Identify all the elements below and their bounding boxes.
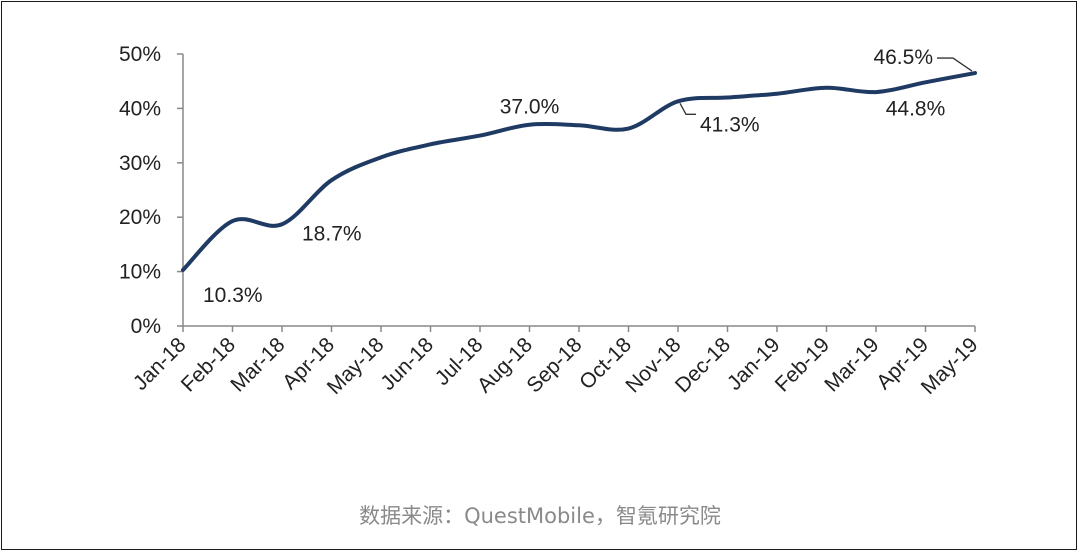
data-label: 46.5% — [873, 46, 933, 69]
data-point — [379, 155, 383, 159]
data-point — [478, 134, 482, 138]
y-tick-label: 20% — [119, 206, 161, 229]
data-point — [329, 178, 334, 182]
y-tick-label: 50% — [119, 43, 161, 66]
data-point — [428, 142, 433, 146]
data-label: 44.8% — [886, 97, 946, 120]
x-tick-label: Feb-18 — [177, 333, 240, 396]
data-point — [676, 99, 680, 103]
data-point — [626, 126, 631, 131]
data-point — [280, 222, 284, 226]
data-point — [230, 219, 235, 223]
data-point — [824, 86, 829, 90]
data-label: 41.3% — [700, 113, 760, 136]
data-point — [181, 268, 185, 272]
x-tick-label: Jun-18 — [376, 333, 438, 395]
source-caption: 数据来源：QuestMobile，智氪研究院 — [359, 504, 721, 528]
x-tick-label: Mar-18 — [226, 333, 289, 396]
x-tick-label: Sep-18 — [522, 333, 586, 397]
x-tick-label: Mar-19 — [820, 333, 883, 396]
data-label: 10.3% — [203, 284, 263, 307]
data-label: 18.7% — [302, 222, 362, 245]
x-tick-label: Feb-19 — [771, 333, 834, 396]
data-point — [874, 90, 878, 94]
y-tick-label: 0% — [131, 315, 161, 338]
data-point — [577, 123, 581, 127]
y-tick-label: 30% — [119, 152, 161, 175]
data-point — [725, 95, 730, 100]
y-tick-label: 10% — [119, 261, 161, 284]
label-leader — [679, 103, 696, 115]
x-tick-label: Aug-18 — [473, 333, 537, 397]
data-point — [923, 80, 928, 84]
data-point — [973, 71, 977, 75]
y-tick-label: 40% — [119, 97, 161, 120]
data-label: 37.0% — [500, 96, 560, 119]
x-tick-label: Nov-18 — [621, 333, 685, 397]
data-point — [775, 92, 779, 96]
label-leader — [937, 57, 973, 72]
x-tick-label: Dec-18 — [671, 333, 735, 397]
data-point — [527, 123, 532, 127]
